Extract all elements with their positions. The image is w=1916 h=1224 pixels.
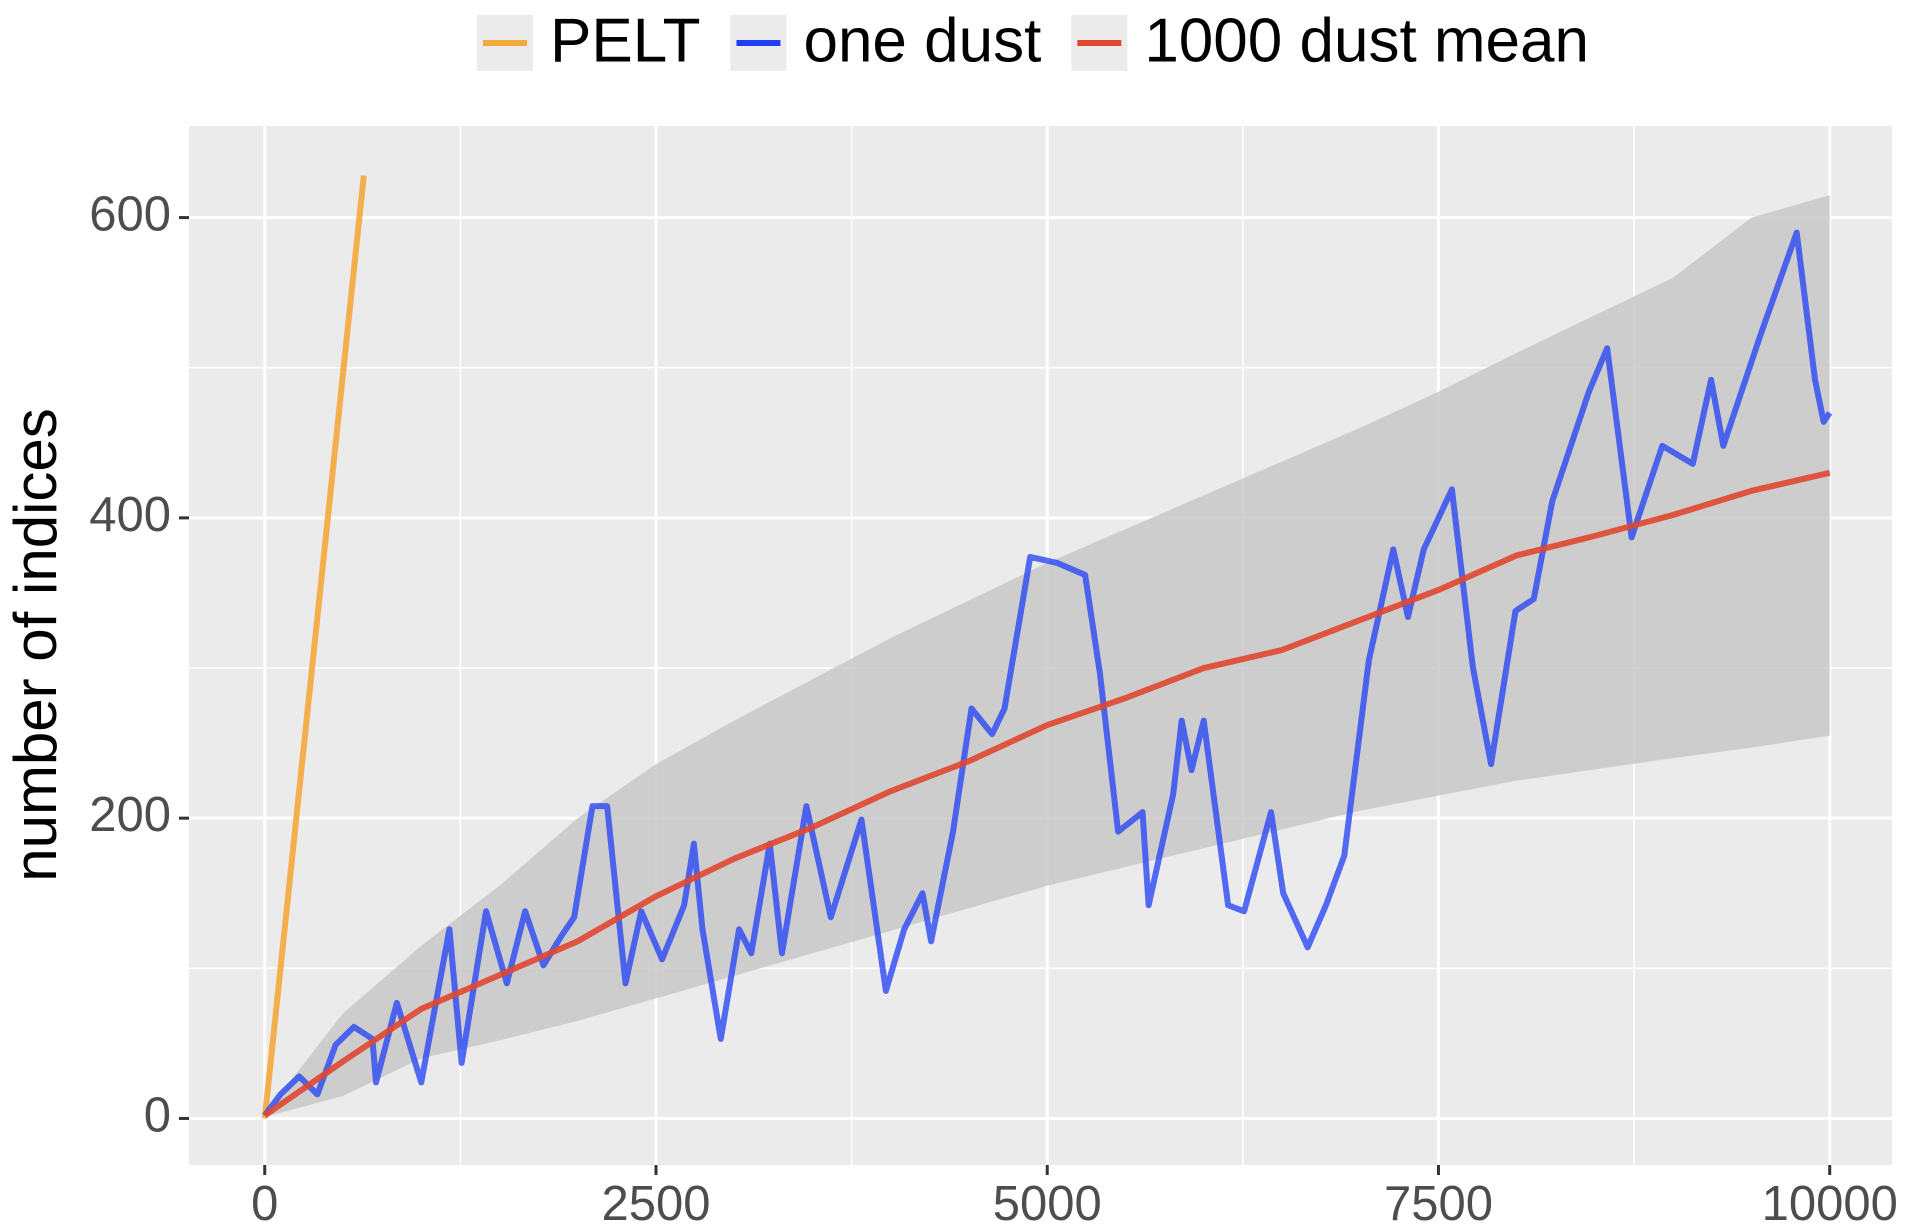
series-line (261, 175, 367, 1119)
x-tick-label: 10000 (1762, 1177, 1898, 1224)
legend-label: 1000 dust mean (1144, 6, 1589, 75)
ribbon (264, 195, 1830, 1117)
x-tick-label: 0 (251, 1177, 278, 1224)
legend-label: PELT (550, 6, 700, 75)
y-axis-title: number of indices (2, 408, 69, 882)
y-tick-label: 400 (89, 488, 171, 542)
y-tick-label: 600 (89, 188, 171, 242)
legend-label: one dust (803, 6, 1041, 75)
x-tick-label: 5000 (993, 1177, 1102, 1224)
x-tick-label: 2500 (601, 1177, 710, 1224)
y-tick-label: 200 (89, 788, 171, 842)
x-tick-label: 7500 (1384, 1177, 1493, 1224)
y-tick-label: 0 (144, 1088, 171, 1142)
series-line (263, 469, 1831, 1118)
series-line (262, 229, 1833, 1118)
